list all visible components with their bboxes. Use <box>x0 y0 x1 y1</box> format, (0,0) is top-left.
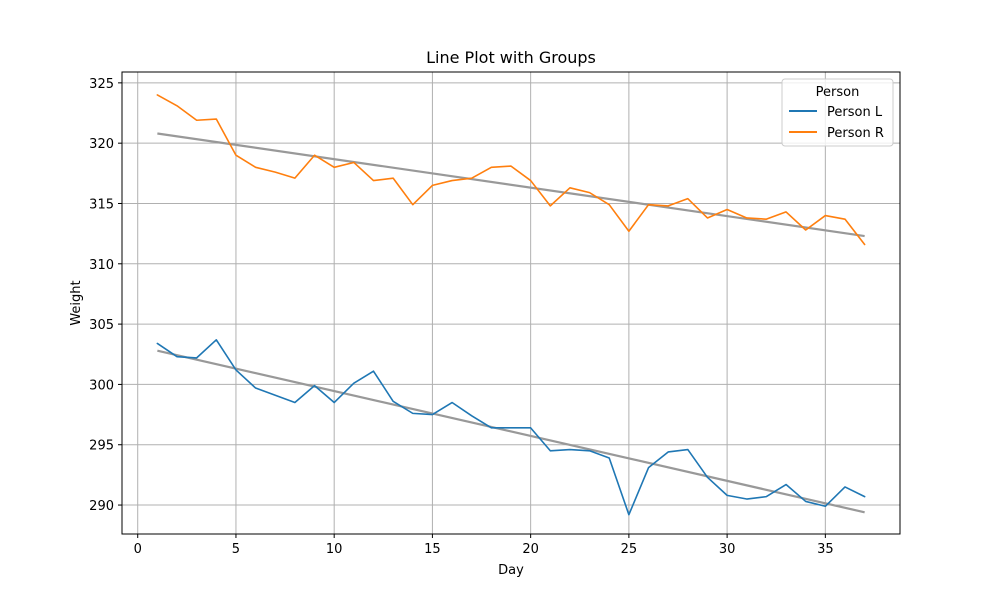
chart-title: Line Plot with Groups <box>426 48 596 67</box>
legend-label-person-l: Person L <box>827 105 883 120</box>
y-tick-label: 300 <box>89 378 114 393</box>
x-tick-label: 10 <box>326 542 343 557</box>
y-tick-label: 305 <box>89 318 114 333</box>
y-tick-label: 315 <box>89 197 114 212</box>
series-lines <box>156 94 866 516</box>
legend-label-person-r: Person R <box>827 126 884 141</box>
y-tick-label: 290 <box>89 499 114 514</box>
series-line-person-r <box>156 94 866 246</box>
x-tick-label: 35 <box>817 542 834 557</box>
trendline-person-l <box>157 349 865 514</box>
y-tick-label: 295 <box>89 439 114 454</box>
legend-title: Person <box>816 85 860 100</box>
plot-frame <box>121 71 901 535</box>
x-axis-ticks: 0 5 10 15 20 25 30 35 <box>134 534 834 557</box>
x-tick-label: 25 <box>621 542 638 557</box>
x-tick-label: 30 <box>719 542 736 557</box>
legend: Person Person L Person R <box>781 78 894 147</box>
trendline-person-r <box>157 132 865 238</box>
legend-box <box>781 78 894 147</box>
x-tick-label: 0 <box>134 542 142 557</box>
y-tick-label: 320 <box>89 137 114 152</box>
x-tick-label: 20 <box>522 542 539 557</box>
y-axis-ticks: 290 295 300 305 310 315 320 325 <box>89 77 122 514</box>
grid <box>122 72 900 534</box>
trendlines <box>157 132 865 514</box>
x-tick-label: 5 <box>232 542 240 557</box>
series-line-person-l <box>156 338 866 516</box>
y-tick-label: 310 <box>89 258 114 273</box>
x-tick-label: 15 <box>424 542 441 557</box>
y-tick-label: 325 <box>89 77 114 92</box>
x-axis-label: Day <box>498 563 524 578</box>
y-axis-label: Weight <box>69 280 84 325</box>
